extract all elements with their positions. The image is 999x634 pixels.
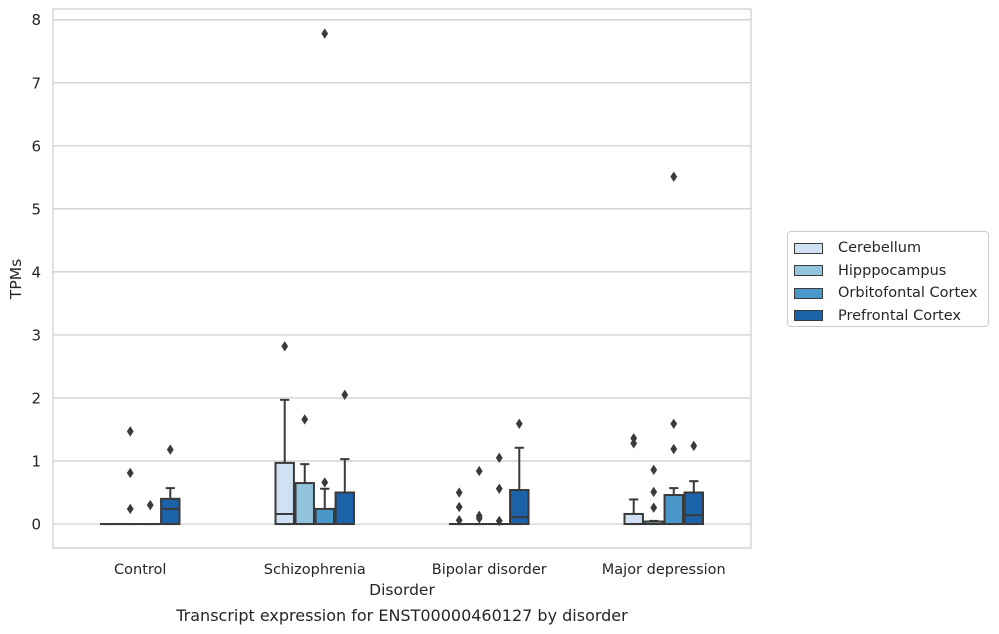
legend-label: Prefrontal Cortex [838, 307, 961, 324]
box-1-0 [120, 426, 141, 526]
legend-swatch [794, 242, 823, 254]
legend-swatch [794, 265, 823, 277]
outlier-point [126, 426, 134, 437]
box-3-2 [509, 418, 530, 526]
y-tick-label: 4 [31, 263, 41, 281]
box-body [294, 482, 315, 526]
outlier-point [515, 418, 523, 430]
outlier-point [126, 467, 134, 479]
outlier-point [650, 502, 658, 513]
outlier-point [146, 499, 154, 511]
box-3-3 [683, 440, 704, 526]
boxes [100, 28, 704, 527]
outlier-point [495, 515, 503, 527]
box-1-1 [294, 414, 315, 526]
outlier-point [281, 341, 289, 352]
y-axis-ticks: 0 1 2 3 4 5 6 7 8 [31, 11, 41, 533]
box-body [334, 491, 355, 526]
y-tick-label: 7 [31, 74, 41, 92]
legend-item: Cerebellum [794, 237, 988, 260]
x-axis-ticks: Control Schizophrenia Bipolar disorder Majo… [114, 562, 726, 578]
legend-item: Prefrontal Cortex [794, 305, 988, 328]
outlier-point [341, 389, 349, 401]
y-tick-label: 0 [31, 516, 41, 534]
box-2-2 [489, 452, 510, 527]
box-body [314, 507, 335, 526]
outlier-point [690, 440, 698, 452]
x-axis-label: Disorder [369, 581, 435, 599]
legend-label: Orbitofontal Cortex [838, 285, 978, 302]
y-tick-label: 8 [31, 11, 41, 29]
box-body [160, 497, 181, 526]
box-1-3 [643, 464, 664, 526]
box-body [274, 461, 295, 526]
legend-swatch [794, 310, 823, 322]
box-2-0 [140, 499, 161, 526]
x-tick-label: Bipolar disorder [432, 562, 547, 578]
legend-label: Cerebellum [838, 240, 922, 257]
box-2-1 [314, 28, 335, 526]
plot-background [52, 8, 752, 549]
box-0-1 [274, 341, 295, 526]
outlier-point [495, 452, 503, 464]
outlier-point [650, 464, 658, 476]
legend: Cerebellum Hipppocampus Orbitofontal Corte… [787, 231, 989, 327]
x-tick-label: Control [114, 562, 166, 578]
box-3-1 [334, 389, 355, 526]
outlier-point [475, 465, 483, 477]
outlier-point [670, 443, 678, 455]
y-tick-label: 1 [31, 453, 41, 471]
legend-label: Hipppocampus [838, 262, 947, 279]
box-body [623, 512, 644, 526]
legend-item: Orbitofontal Cortex [794, 282, 988, 305]
y-tick-label: 2 [31, 389, 41, 407]
outlier-point [455, 515, 463, 526]
outlier-point [670, 418, 678, 430]
outlier-point [301, 414, 309, 425]
outlier-point [650, 486, 658, 498]
outlier-point [455, 487, 463, 498]
outlier-point [630, 438, 638, 449]
outlier-point [455, 501, 463, 513]
y-tick-label: 3 [31, 326, 41, 344]
x-tick-label: Schizophrenia [264, 562, 366, 578]
outlier-point [475, 513, 483, 524]
box-0-2 [449, 487, 470, 526]
box-body [663, 494, 684, 526]
outlier-point [670, 171, 678, 182]
y-tick-label: 6 [31, 137, 41, 155]
outlier-point [321, 28, 329, 39]
box-2-3 [663, 171, 684, 526]
box-1-2 [469, 465, 490, 526]
outlier-point [321, 477, 329, 488]
legend-item: Hipppocampus [794, 260, 988, 283]
box-body [509, 489, 530, 526]
box-body [683, 491, 704, 526]
box-0-3 [623, 433, 644, 526]
y-axis-label: TPMs [7, 259, 25, 300]
figure-caption: Transcript expression for ENST0000046012… [176, 606, 628, 625]
box-3-0 [160, 444, 181, 526]
outlier-point [126, 503, 134, 515]
outlier-point [495, 483, 503, 494]
y-tick-label: 5 [31, 200, 41, 218]
x-tick-label: Major depression [602, 562, 726, 578]
legend-swatch [794, 287, 823, 299]
outlier-point [166, 444, 174, 455]
